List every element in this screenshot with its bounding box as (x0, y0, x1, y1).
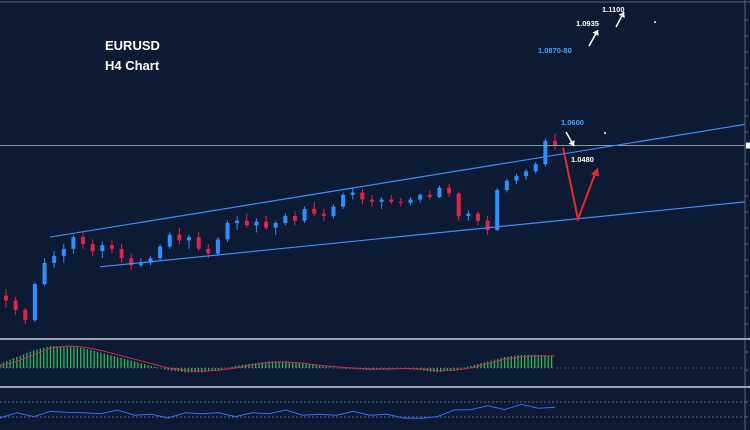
candle-body (109, 245, 114, 249)
resistance-label: 1.0870-80 (538, 46, 572, 55)
candle-body (312, 208, 317, 214)
arrow-up-target-1-head (592, 30, 599, 36)
candle-body (187, 237, 191, 241)
candle-body (254, 221, 259, 226)
candle-body (167, 234, 172, 247)
candle-body (23, 309, 28, 321)
target-label-up-1: 1.0935 (576, 19, 599, 28)
candle-body (504, 180, 509, 191)
oscillator-pane (0, 401, 748, 419)
candle-body (81, 237, 86, 245)
channel-lower-line (99, 201, 746, 268)
candle-body (283, 215, 288, 223)
candle-body (408, 199, 413, 203)
candle-body (418, 194, 423, 200)
candle-body (264, 221, 269, 228)
candle-body (273, 222, 278, 228)
candle-body (485, 220, 490, 231)
channel-upper-line (49, 123, 746, 238)
candle-body (524, 171, 529, 177)
candle-body (427, 194, 432, 198)
candle-body (177, 234, 182, 241)
candle-body (341, 194, 346, 207)
candle-body (456, 193, 461, 216)
current-price-marker (746, 142, 750, 149)
target-label-down: 1.0480 (571, 155, 594, 164)
support-label: 1.0600 (561, 118, 584, 127)
candle-body (32, 284, 37, 321)
candle-body (215, 239, 220, 254)
candle-body (360, 192, 365, 200)
candle-body (389, 199, 394, 202)
candle-body (52, 255, 57, 263)
candle-body (100, 245, 105, 252)
arrow-up-target-2-head (618, 12, 625, 18)
candle-body (158, 246, 163, 259)
candle-body (119, 248, 124, 259)
macd-pane (0, 345, 748, 373)
candle-body (437, 187, 442, 198)
timeframe-title: H4 Chart (105, 58, 160, 73)
candle-body (553, 140, 557, 146)
candle-body (90, 244, 95, 252)
candle-body (206, 248, 211, 254)
candle-body (71, 237, 76, 249)
arrow-down-target-head (568, 140, 575, 146)
candle-body (447, 187, 452, 194)
candle-body (398, 201, 403, 203)
candle-body (42, 262, 47, 285)
projection-path (562, 147, 597, 223)
candle-body (514, 176, 519, 181)
candle-body (370, 199, 374, 202)
candle-body (4, 295, 8, 301)
candle-body (466, 213, 471, 216)
candle-body (138, 262, 143, 266)
candle-body (533, 164, 538, 172)
decor-dot (654, 21, 656, 23)
candle-body (331, 206, 336, 216)
candle-body (13, 300, 18, 310)
candle-body (148, 258, 153, 263)
candle-body (350, 192, 355, 195)
target-label-up-2: 1.1100 (602, 5, 625, 14)
candle-body (292, 215, 297, 221)
projection-arrowhead (591, 167, 599, 177)
candle-body (244, 220, 249, 226)
candle-body (543, 140, 548, 165)
candle-body (225, 222, 230, 240)
candles (4, 133, 557, 324)
candle-body (129, 258, 134, 266)
candle-body (302, 208, 307, 221)
candle-body (61, 248, 66, 256)
candle-body (475, 213, 480, 221)
candle-body (379, 199, 384, 202)
macd-signal-line (0, 345, 555, 372)
decor-dot (604, 132, 606, 134)
candle-body (196, 237, 201, 249)
candle-body (235, 220, 240, 223)
symbol-title: EURUSD (105, 38, 160, 53)
candle-body (495, 190, 500, 231)
oscillator-line (0, 403, 556, 419)
candle-body (321, 213, 326, 216)
